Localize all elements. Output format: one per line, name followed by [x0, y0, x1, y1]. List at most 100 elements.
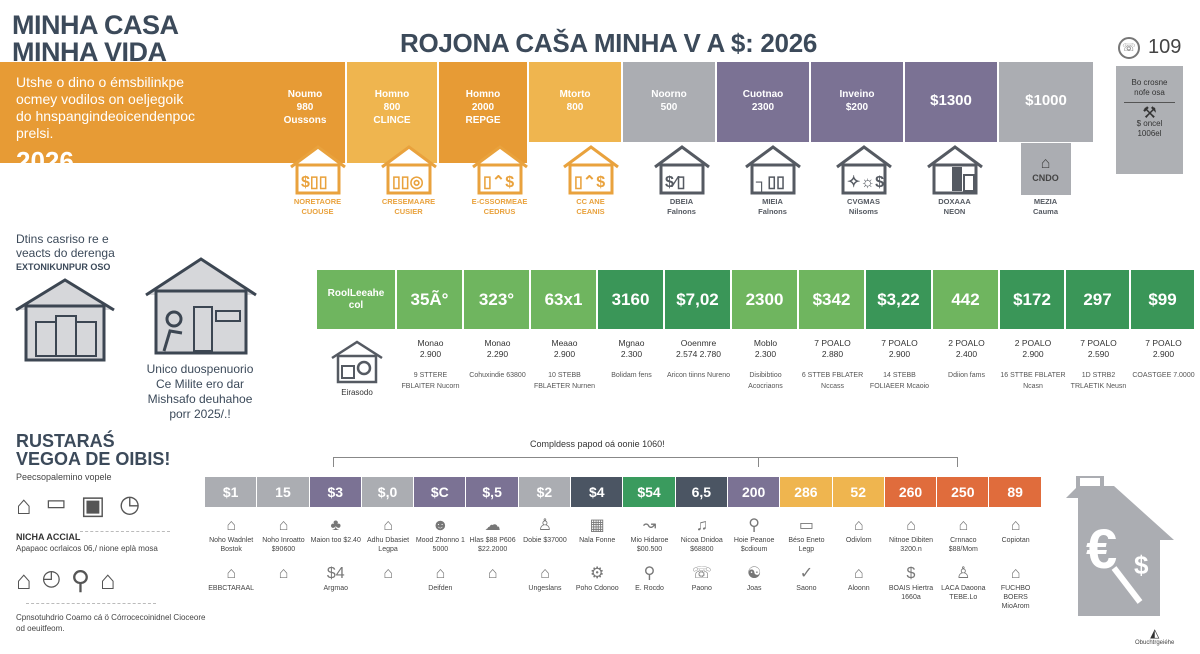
price-cell[interactable]: $342	[799, 270, 866, 329]
price-tile[interactable]: Homno 2000 REPGE	[437, 62, 527, 163]
strip-item-icon: ⌂	[278, 517, 289, 534]
tile-line: 980	[296, 102, 314, 113]
strip-cell[interactable]: $C	[414, 477, 467, 507]
strip-item-label: Copiotan	[1001, 537, 1030, 544]
svg-text:▯▯◎: ▯▯◎	[392, 174, 424, 191]
tile-line: 800	[383, 102, 401, 113]
strip-item-label: Béso Eneto Legp	[788, 537, 825, 553]
strip-cell[interactable]: $,5	[466, 477, 519, 507]
price-tile[interactable]: Homno 800 CLINCE	[345, 62, 437, 163]
house-card[interactable]: ▯▯◎ CRESEMAARE CUSIER	[363, 143, 454, 217]
price-cell[interactable]: $99	[1131, 270, 1196, 329]
price-tile[interactable]: $1300	[903, 62, 997, 142]
strip-cell[interactable]: 89	[989, 477, 1042, 507]
strip-item-label: Adhu Dbasiet Legpa	[367, 537, 410, 553]
strip-item-icon: ⌂	[853, 565, 864, 582]
strip-cell[interactable]: 6,5	[675, 477, 728, 507]
footer-logo: ◭ Obuchtrgeiéhe	[1135, 626, 1175, 646]
strip-cell[interactable]: 200	[727, 477, 781, 507]
strip-item-icon: ⚲	[643, 565, 656, 582]
house-card[interactable]: DOXAAA NEON	[909, 143, 1000, 217]
strip-icon-item: ⌂ Copiotan	[989, 516, 1041, 554]
divider	[80, 531, 170, 532]
energy-house-icon: ⌂	[16, 490, 32, 520]
price-cell[interactable]: $3,22	[866, 270, 933, 329]
price-cell[interactable]: 297	[1066, 270, 1131, 329]
house-card[interactable]: ┐▯▯ MIEIA Falnons	[727, 143, 818, 217]
price-cell[interactable]: $7,02	[665, 270, 732, 329]
strip-icon-item: ⌂ Deifden	[414, 564, 466, 611]
house-card[interactable]: $▯▯ NORETAORE CUOUSE	[272, 143, 363, 217]
price-tile[interactable]: Mtorto 800	[527, 62, 621, 142]
strip-item-label: Hoie Peanoe $cdioum	[733, 537, 775, 553]
strip-cell[interactable]: 286	[780, 477, 833, 507]
strip-icon-item: ☏ Paono	[676, 564, 728, 611]
svg-text:$: $	[1134, 550, 1149, 580]
price-cell[interactable]: 323°	[464, 270, 531, 329]
price-cell[interactable]: 442	[933, 270, 1000, 329]
house-label: MIEIA Falnons	[758, 197, 787, 216]
strip-cell[interactable]: $1	[205, 477, 258, 507]
strip-item-label: Crnnaco $88/Mom	[948, 537, 978, 553]
strip-icon-item: ▭ Béso Eneto Legp	[780, 516, 832, 554]
tile-line: $200	[845, 102, 869, 113]
house-card[interactable]: ▯⌃$ CC ANE CEANIS	[545, 143, 636, 217]
strip-item-label: Odivlom	[845, 537, 872, 544]
strip-icon-item: ⌂ Aloonn	[833, 564, 885, 611]
strip-item-icon: ⌂	[1010, 565, 1021, 582]
price-cell[interactable]: 63x1	[531, 270, 598, 329]
tile-line: CLINCE	[373, 115, 411, 126]
house-card[interactable]: $⁄▯ DBEIA Falnons	[636, 143, 727, 217]
strip-icon-item: ⚲ E. Rocdo	[623, 564, 675, 611]
phone-badge[interactable]: ☏ 109	[1118, 36, 1181, 59]
strip-cell[interactable]: $54	[623, 477, 676, 507]
strip-cell[interactable]: 52	[832, 477, 885, 507]
tile-line: 800	[566, 102, 584, 113]
strip-item-label: Mio Hidaroe $00.500	[630, 537, 669, 553]
magnifier-icon: ⚲	[70, 565, 90, 595]
house-icon: ▯⌃$	[471, 145, 528, 195]
left-mid-caption: Dtins casriso re e veacts do derenga EXT…	[16, 232, 115, 272]
strip-cell[interactable]: 15	[257, 477, 310, 507]
price-cell[interactable]: $172	[1000, 270, 1066, 329]
strip-icon-item: ⌂ Noho Inroatto $90600	[257, 516, 309, 554]
svg-text:€: €	[1086, 517, 1117, 580]
price-cell[interactable]: 2300	[732, 270, 799, 329]
strip-cell[interactable]: 260	[884, 477, 938, 507]
price-tile[interactable]: Cuotnao 2300	[715, 62, 809, 142]
price-cell[interactable]: 35Ã°	[397, 270, 464, 329]
house-label: DOXAAA NEON	[938, 197, 971, 216]
house-card[interactable]: ▯⌃$ E-CSSORMEAE CEDRUS	[454, 143, 545, 217]
price-tile[interactable]: $1000	[997, 62, 1093, 142]
house-card[interactable]: ✧☼$ CVGMAS Nilsoms	[818, 143, 909, 217]
price-strip: $1 15 $3 $,0 $C $,5 $2 $4 $54 6,5 200 28…	[205, 477, 1042, 507]
strip-icon-item: ⌂ Noho Wadnlet Bostok	[205, 516, 257, 554]
strip-item-icon: ⌂	[226, 517, 236, 534]
strip-item-icon: ☻	[431, 517, 449, 534]
strip-cell[interactable]: $2	[518, 477, 572, 507]
strip-cell[interactable]: $3	[309, 477, 362, 507]
tile-line: Homno	[465, 89, 501, 100]
tile-line: REPGE	[465, 115, 501, 126]
sub-cell: Moblo 2.300 Disibibtioo Acocriaons	[748, 338, 783, 390]
strip-cell[interactable]: $,0	[361, 477, 415, 507]
strip-item-icon: ⌂	[1010, 517, 1021, 534]
strip-item-icon: ☯	[746, 565, 762, 582]
green-sub-row: Eirasodo Monao 2.900 9 STTERE FBLAITER Nuc…	[317, 338, 1196, 398]
strip-icon-item: ♙ Dobie $37000	[519, 516, 571, 554]
price-tile[interactable]: Noorno 500	[621, 62, 715, 142]
strip-icon-item: ⌂ Nitnoe Dibiten 3200.n	[885, 516, 937, 554]
price-cell[interactable]: 3160	[598, 270, 665, 329]
strip-cell[interactable]: 250	[937, 477, 990, 507]
strip-cell[interactable]: $4	[571, 477, 624, 507]
price-tile[interactable]: Inveino $200	[809, 62, 903, 142]
strip-icon-item: ↝ Mio Hidaroe $00.500	[623, 516, 675, 554]
section-title: RUSTARAŚ VEGOA DE OIBIS!	[16, 431, 171, 469]
house-icon: ▯▯◎	[380, 145, 437, 195]
house-card[interactable]: ⌂ CNDO MEZIA Cauma	[1000, 143, 1091, 217]
top-band: Utshe o dino o émsbilinkpe ocmey vodilos…	[0, 62, 1093, 176]
strip-item-icon: ☏	[691, 565, 712, 582]
strip-icon-item: $4 Argmao	[310, 564, 362, 611]
timer-icon: ◴	[41, 565, 61, 590]
strip-item-icon: ⌂	[906, 517, 916, 534]
